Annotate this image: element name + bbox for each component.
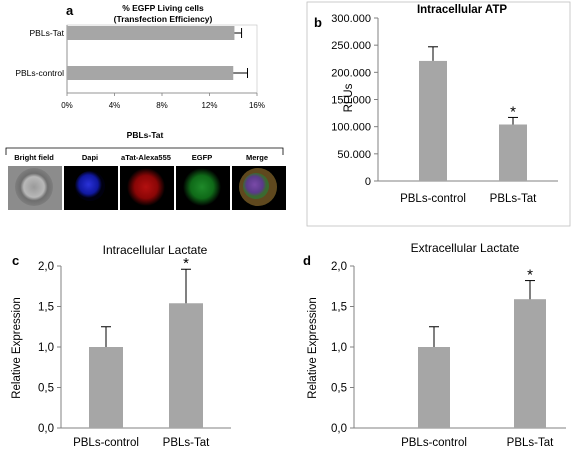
chart-c-tick-label: 1,5 [38,302,54,314]
chart-b-significance-marker: * [510,103,516,120]
panel-letter-b: b [314,15,322,30]
micro-image-atat [120,166,174,210]
chart-d-title: Extracellular Lactate [411,241,520,255]
chart-a-tick-label: 0% [61,101,73,110]
chart-a-tick-label: 4% [109,101,121,110]
micro-image-dapi [64,166,118,210]
chart-a-title-line1: % EGFP Living cells [122,3,204,13]
chart-b-tick-label: 50.000 [337,149,371,161]
chart-c-y-axis-label: Relative Expression [11,297,23,399]
chart-d-category-label: PBLs-Tat [507,437,554,449]
chart-a-bar [67,66,234,80]
chart-b-tick-label: 150.000 [331,95,371,107]
chart-a-bar [67,26,235,40]
chart-d-category-label: PBLs-control [401,437,467,449]
chart-a-tick-label: 16% [249,101,265,110]
chart-c-bar [169,303,203,428]
chart-b-category-label: PBLs-Tat [490,193,537,205]
chart-d-y-axis-label: Relative Expression [307,297,319,399]
chart-c-title: Intracellular Lactate [103,243,208,257]
chart-c-bar [89,347,123,428]
micro-label-atat: aTat-Alexa555 [121,153,171,162]
chart-d-significance-marker: * [527,267,533,284]
micro-title: PBLs-Tat [127,130,164,140]
chart-c-significance-marker: * [183,255,189,272]
chart-a-title-line2: (Transfection Efficiency) [114,14,213,24]
panel-letter-c: c [12,253,19,268]
micro-label-merge: Merge [246,153,268,162]
chart-c-tick-label: 0,0 [38,423,54,435]
chart-d-tick-label: 0,5 [331,383,347,395]
micro-image-brightfield [8,166,62,210]
micro-label-dapi: Dapi [82,153,98,162]
panel-letter-d: d [303,253,311,268]
micro-image-merge [232,166,286,210]
chart-d-bar [514,299,546,428]
chart-b-frame [306,1,571,227]
chart-d-tick-label: 1,0 [331,342,347,354]
chart-b-tick-label: 300.000 [331,13,371,25]
charts-layer: PBLs-Tat PBLs-control 0% 4% 8% 12% 16% Intracel… [11,4,566,449]
chart-c-tick-label: 1,0 [38,342,54,354]
micro-label-egfp: EGFP [192,153,212,162]
chart-d-tick-label: 2,0 [331,261,347,273]
chart-b-tick-label: 100.000 [331,122,371,134]
micro-bracket [5,147,284,155]
micro-label-brightfield: Bright field [14,153,54,162]
chart-b-bar [499,124,527,181]
chart-b-y-axis-label: RLUs [343,83,355,112]
chart-d-tick-label: 1,5 [331,302,347,314]
chart-b-category-label: PBLs-control [400,193,466,205]
chart-c-category-label: PBLs-Tat [163,437,210,449]
chart-c-tick-label: 2,0 [38,261,54,273]
chart-b-tick-label: 200.000 [331,67,371,79]
chart-b-title: Intracellular ATP [417,4,507,16]
chart-b-tick-label: 250.000 [331,40,371,52]
chart-c-tick-label: 0,5 [38,383,54,395]
panel-letter-a: a [66,3,74,18]
chart-a-tick-label: 12% [201,101,217,110]
chart-b-bar [419,60,447,181]
chart-d-tick-label: 0,0 [331,423,347,435]
chart-a-category-label: PBLs-Tat [30,28,65,38]
chart-a-tick-label: 8% [156,101,168,110]
micro-image-egfp [176,166,230,210]
chart-c-category-label: PBLs-control [73,437,139,449]
chart-a-category-label: PBLs-control [15,68,64,78]
chart-d-bar [418,347,450,428]
chart-b-tick-label: 0 [365,176,371,188]
